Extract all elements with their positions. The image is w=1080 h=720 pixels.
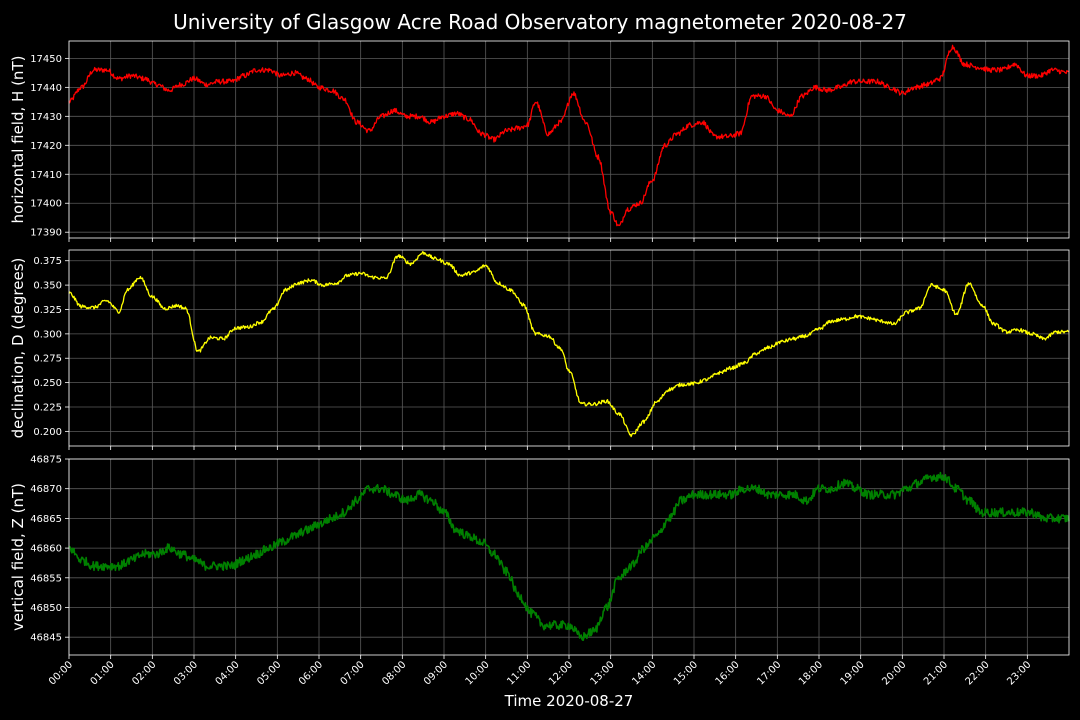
- panel-z-y-tick-label: 46850: [30, 603, 62, 614]
- panel-d: 0.200 0.225 0.250 0.275 0.300 0.325 0.350 0.375…: [9, 249, 1070, 450]
- panel-h-series-line: [68, 44, 1070, 227]
- panels-group: 17390 17400 17410 17420 17430 17440 17450horiz…: [9, 40, 1070, 688]
- panel-d-series-line: [68, 251, 1070, 438]
- panel-z: 46845 46850 46855 46860 46865 46870 46875 verti…: [9, 455, 1070, 659]
- panel-d-y-tick-label: 0.250: [33, 378, 62, 389]
- panel-h-y-tick-label: 17420: [30, 141, 62, 152]
- chart-title: University of Glasgow Acre Road Observat…: [173, 10, 907, 34]
- panel-z-series-line: [68, 471, 1070, 642]
- panel-d-frame: [68, 249, 1070, 447]
- panel-h: 17390 17400 17410 17420 17430 17440 17450horiz…: [9, 40, 1070, 242]
- panel-d-y-tick-label: 0.325: [33, 305, 62, 316]
- panel-z-y-tick-label: 46865: [30, 514, 62, 525]
- panel-h-y-tick-label: 17440: [30, 83, 62, 94]
- panel-d-y-tick-label: 0.350: [33, 281, 62, 292]
- panel-z-y-tick-label: 46870: [30, 484, 62, 495]
- panel-d-y-tick-label: 0.200: [33, 427, 62, 438]
- panel-d-y-tick-label: 0.375: [33, 256, 62, 267]
- panel-d-y-tick-label: 0.275: [33, 354, 62, 365]
- panel-z-y-tick-label: 46860: [30, 544, 62, 555]
- panel-z-y-tick-label: 46845: [30, 633, 62, 644]
- panel-h-y-tick-label: 17450: [30, 54, 62, 65]
- panel-d-y-label: declination, D (degrees): [9, 258, 27, 439]
- panel-h-y-label: horizontal field, H (nT): [9, 56, 27, 224]
- panel-h-y-tick-label: 17430: [30, 112, 62, 123]
- panel-z-y-label: vertical field, Z (nT): [9, 483, 27, 631]
- panel-h-y-tick-label: 17390: [30, 228, 62, 239]
- panel-z-y-tick-label: 46875: [30, 455, 62, 466]
- panel-h-y-tick-label: 17400: [30, 199, 62, 210]
- panel-h-y-tick-label: 17410: [30, 170, 62, 181]
- panel-z-frame: [68, 458, 1070, 656]
- panel-h-frame: [68, 40, 1070, 239]
- panel-d-y-tick-label: 0.225: [33, 402, 62, 413]
- panel-z-y-tick-label: 46855: [30, 573, 62, 584]
- x-axis-label: Time 2020-08-27: [504, 692, 634, 710]
- panel-d-y-tick-label: 0.300: [33, 329, 62, 340]
